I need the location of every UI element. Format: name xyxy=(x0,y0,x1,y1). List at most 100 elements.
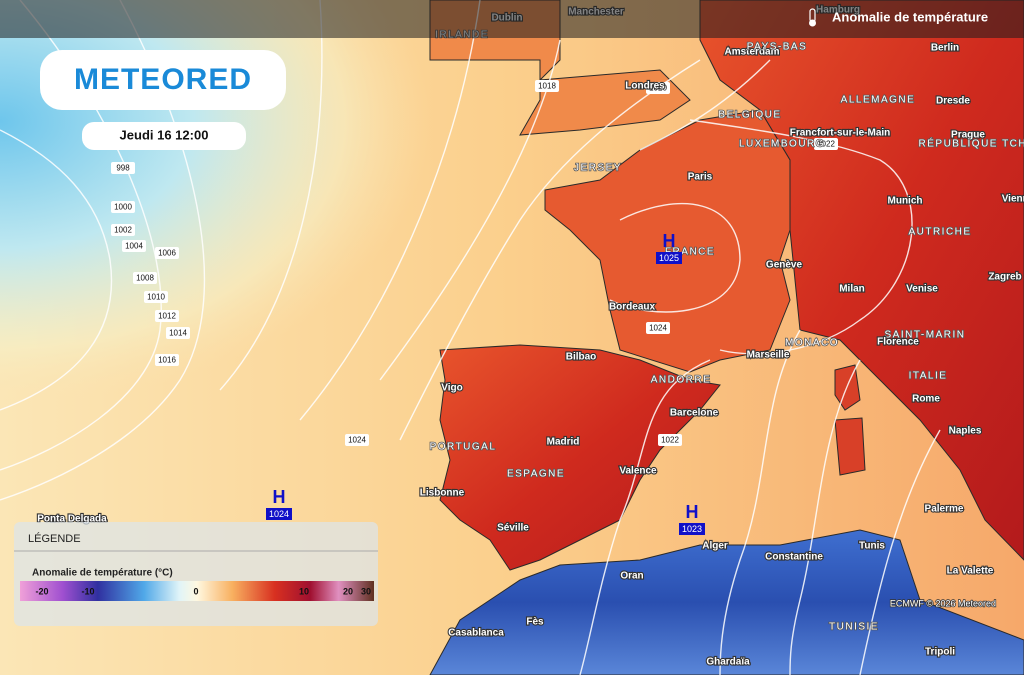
france xyxy=(544,109,791,373)
country-label: ALLEMAGNE xyxy=(841,95,916,106)
country-label: BELGIQUE xyxy=(718,110,781,121)
city-label: Munich xyxy=(888,196,923,207)
isobar-label-bg xyxy=(646,82,670,94)
country-label: MONACO xyxy=(785,338,839,349)
city-label: Palerme xyxy=(925,504,964,515)
isobar-label-bg xyxy=(345,434,369,446)
isobar-label-bg xyxy=(155,247,179,259)
date-box xyxy=(82,122,246,150)
city-label: Dresde xyxy=(936,96,970,107)
credit: ECMWF © 2026 Meteored xyxy=(890,598,996,608)
legend-subtitle: Anomalie de température (°C) xyxy=(32,568,173,579)
isobar xyxy=(689,119,913,355)
isobar-label: 1004 xyxy=(125,242,143,251)
city-label: Madrid xyxy=(547,437,580,448)
country-label: RÉPUBLIQUE TCHÈQUE xyxy=(919,137,1024,150)
pressure-center-letter: H xyxy=(686,502,699,522)
city-label: Vienne xyxy=(1002,194,1024,205)
isobar xyxy=(299,0,481,421)
pressure-value: 1023 xyxy=(682,524,702,534)
isobar xyxy=(639,59,771,151)
city-label: Lisbonne xyxy=(420,488,465,499)
city-label: Oran xyxy=(620,571,643,582)
isobar-label-bg xyxy=(155,310,179,322)
pressure-center-letter: H xyxy=(663,231,676,251)
isobar xyxy=(609,202,741,313)
country-label: TUNISIE xyxy=(829,622,879,633)
isobar-label: 1024 xyxy=(348,436,366,445)
legend-tick-label: 30 xyxy=(361,586,371,596)
isobar-label: 1016 xyxy=(158,356,176,365)
legend-colorbar xyxy=(20,581,374,601)
city-label: Zagreb xyxy=(988,272,1021,283)
central-europe xyxy=(699,0,1024,561)
isobar-label: 1006 xyxy=(158,249,176,258)
country-label: PORTUGAL xyxy=(430,442,497,453)
city-label: Bordeaux xyxy=(609,302,656,313)
city-label: Naples xyxy=(949,426,982,437)
pressure-value-bg xyxy=(679,523,705,535)
isobar-label: 1000 xyxy=(114,203,132,212)
isobar-label-bg xyxy=(111,224,135,236)
isobar xyxy=(0,0,206,501)
date: Jeudi 16 12:00 xyxy=(120,127,209,142)
country-label: JERSEY xyxy=(574,163,622,174)
isobar-label-bg xyxy=(535,80,559,92)
city-label: Genève xyxy=(766,260,803,271)
city-label: Florence xyxy=(877,337,919,348)
country-label: PAYS-BAS xyxy=(747,42,808,53)
isobar xyxy=(579,359,711,675)
isobar-label-bg xyxy=(646,322,670,334)
icon-bulb xyxy=(809,19,816,27)
city-label: Alger xyxy=(702,541,728,552)
country-label: SAINT-MARIN xyxy=(885,330,966,341)
country-label: AUTRICHE xyxy=(908,227,971,238)
isobar-labels: 998 1000 1002 1004 1006 1008 1010 1012 1014 1016 1… xyxy=(111,80,838,446)
city-label: Bilbao xyxy=(566,352,597,363)
legend-tick-label: 20 xyxy=(343,586,353,596)
isobar xyxy=(219,0,323,391)
isobar xyxy=(859,429,941,675)
legend-ticks: -20 -10 0 10 20 30 xyxy=(35,586,371,596)
pressure-value: 1025 xyxy=(659,253,679,263)
legend-tick-label: 0 xyxy=(193,586,198,596)
city-label: Rome xyxy=(912,394,940,405)
city-label: Valence xyxy=(619,466,657,477)
country-label: ITALIE xyxy=(909,371,948,382)
country-label: LUXEMBOURG xyxy=(739,139,825,150)
city-label: Tripoli xyxy=(925,647,955,658)
city-label: Prague xyxy=(951,130,985,141)
city-label: Marseille xyxy=(747,350,790,361)
isobar xyxy=(0,129,113,411)
city-label: Tunis xyxy=(859,541,885,552)
city-label: Séville xyxy=(497,523,529,534)
city-label: Casablanca xyxy=(448,628,504,639)
isobar-label: 1020 xyxy=(649,84,667,93)
isobar-label-bg xyxy=(658,434,682,446)
city-label: Vigo xyxy=(441,383,462,394)
country-label: ESPAGNE xyxy=(507,469,565,480)
city-label: La Valette xyxy=(947,566,994,577)
isobar xyxy=(719,329,801,675)
pressure-value-bg xyxy=(656,252,682,264)
isobar-label: 1022 xyxy=(661,436,679,445)
legend-tick-label: -10 xyxy=(81,586,94,596)
city-label: Londres xyxy=(625,81,665,92)
isobar-label: 1010 xyxy=(147,293,165,302)
logo-box xyxy=(40,50,286,110)
city-label: Barcelone xyxy=(670,408,719,419)
pressure-value: 1024 xyxy=(269,509,289,519)
city-label: Amsterdam xyxy=(724,47,779,58)
map-title: Anomalie de température xyxy=(832,9,988,24)
isobar-label-bg xyxy=(111,162,135,174)
isobars xyxy=(0,0,940,675)
legend-tick-label: 10 xyxy=(299,586,309,596)
isobar-label: 1018 xyxy=(538,82,556,91)
isobar-label-bg xyxy=(155,354,179,366)
north-africa xyxy=(429,529,1024,675)
pressure-value-bg xyxy=(266,508,292,520)
legend-title: LÉGENDE xyxy=(28,532,81,545)
top-bar xyxy=(0,0,1024,38)
